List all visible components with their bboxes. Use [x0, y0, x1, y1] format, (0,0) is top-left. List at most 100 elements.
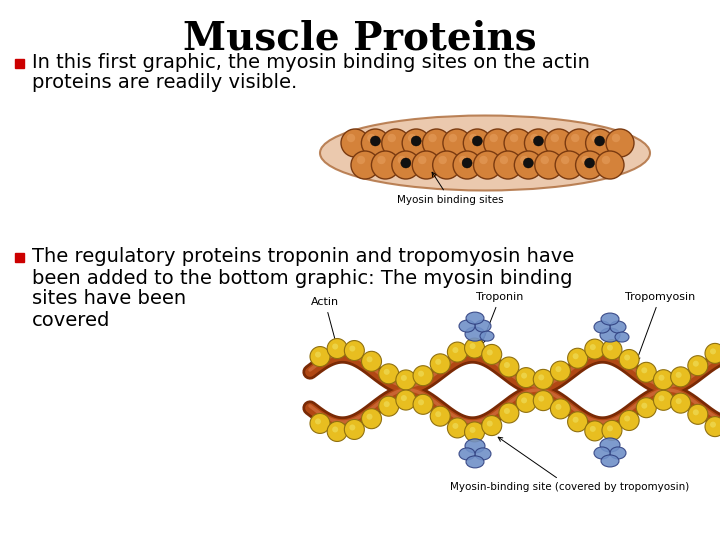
Circle shape [567, 412, 588, 432]
Circle shape [396, 390, 416, 410]
Circle shape [469, 427, 476, 433]
Circle shape [344, 420, 364, 440]
Circle shape [431, 406, 450, 426]
Text: Tropomyosin: Tropomyosin [625, 292, 695, 361]
Circle shape [344, 341, 364, 361]
Circle shape [516, 393, 536, 413]
Text: been added to the bottom graphic: The myosin binding: been added to the bottom graphic: The my… [32, 268, 572, 287]
Circle shape [710, 422, 716, 428]
Ellipse shape [465, 439, 485, 453]
Circle shape [459, 156, 467, 164]
Circle shape [401, 375, 407, 381]
Circle shape [585, 158, 595, 168]
Circle shape [670, 367, 690, 387]
Circle shape [535, 151, 563, 179]
Circle shape [590, 344, 595, 350]
Circle shape [521, 373, 527, 379]
Circle shape [705, 416, 720, 437]
Circle shape [377, 156, 386, 164]
Circle shape [452, 423, 459, 429]
Circle shape [575, 151, 603, 179]
Circle shape [463, 129, 491, 157]
Circle shape [710, 348, 716, 354]
Circle shape [521, 397, 527, 403]
Circle shape [428, 134, 437, 142]
Circle shape [555, 404, 562, 410]
Ellipse shape [610, 321, 626, 333]
Circle shape [484, 129, 512, 157]
Circle shape [499, 403, 519, 423]
Circle shape [361, 129, 390, 157]
Circle shape [654, 370, 673, 390]
Circle shape [431, 354, 450, 374]
Circle shape [435, 359, 441, 365]
Text: In this first graphic, the myosin binding sites on the actin: In this first graphic, the myosin bindin… [32, 53, 590, 72]
Circle shape [524, 129, 552, 157]
Circle shape [413, 394, 433, 414]
Circle shape [464, 422, 485, 442]
Circle shape [387, 134, 396, 142]
Circle shape [619, 410, 639, 430]
Circle shape [361, 409, 382, 429]
Text: proteins are readily visible.: proteins are readily visible. [32, 72, 297, 91]
Circle shape [571, 134, 580, 142]
Circle shape [555, 366, 562, 372]
Circle shape [482, 416, 502, 436]
Circle shape [607, 426, 613, 431]
Text: Troponin: Troponin [477, 292, 523, 345]
Circle shape [472, 136, 482, 146]
Circle shape [504, 408, 510, 414]
Circle shape [447, 418, 467, 438]
Circle shape [438, 156, 447, 164]
Circle shape [591, 134, 600, 142]
Circle shape [595, 136, 605, 146]
Circle shape [693, 361, 699, 367]
Circle shape [487, 421, 492, 427]
Circle shape [585, 339, 605, 359]
Circle shape [357, 156, 365, 164]
Circle shape [327, 422, 347, 442]
Circle shape [530, 134, 539, 142]
Circle shape [366, 356, 372, 362]
Circle shape [539, 374, 544, 380]
Circle shape [382, 129, 410, 157]
Ellipse shape [465, 327, 485, 341]
Circle shape [449, 134, 457, 142]
Circle shape [636, 362, 657, 382]
Circle shape [659, 395, 665, 401]
Circle shape [534, 369, 553, 389]
Circle shape [480, 156, 487, 164]
Circle shape [659, 375, 665, 381]
Circle shape [435, 411, 441, 417]
Ellipse shape [600, 328, 620, 342]
Circle shape [693, 409, 699, 415]
Circle shape [642, 367, 647, 373]
Circle shape [418, 370, 424, 377]
Circle shape [675, 398, 682, 404]
Circle shape [572, 353, 579, 359]
Circle shape [504, 362, 510, 368]
Circle shape [384, 369, 390, 375]
Circle shape [482, 345, 502, 364]
Circle shape [379, 364, 399, 384]
Circle shape [462, 158, 472, 168]
Circle shape [534, 136, 544, 146]
Circle shape [514, 151, 542, 179]
Circle shape [447, 342, 467, 362]
Text: Myosin-binding site (covered by tropomyosin): Myosin-binding site (covered by tropomyo… [451, 437, 690, 492]
Bar [15, 59, 24, 68]
Circle shape [624, 415, 630, 422]
Circle shape [418, 399, 424, 406]
Circle shape [705, 343, 720, 363]
Circle shape [379, 396, 399, 416]
Circle shape [550, 361, 570, 381]
Circle shape [499, 357, 519, 377]
Circle shape [602, 156, 611, 164]
Circle shape [332, 343, 338, 349]
Circle shape [315, 418, 321, 424]
Ellipse shape [475, 448, 491, 460]
Ellipse shape [610, 447, 626, 459]
Text: Myosin binding sites: Myosin binding sites [397, 172, 503, 205]
Circle shape [464, 338, 485, 358]
Circle shape [510, 134, 518, 142]
